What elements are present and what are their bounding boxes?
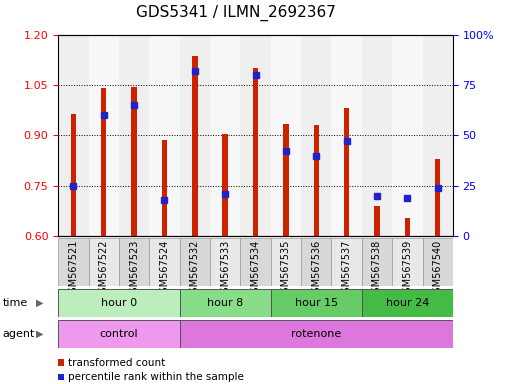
Bar (162, 141, 167, 236)
Text: ▶: ▶ (35, 298, 43, 308)
Bar (361, 35, 391, 236)
Bar (391, 35, 422, 236)
Text: GSM567522: GSM567522 (98, 240, 109, 299)
Bar (252, 68, 258, 236)
Bar (192, 56, 197, 236)
Bar (222, 134, 227, 236)
Bar (422, 238, 452, 286)
Bar (179, 320, 452, 348)
Bar (240, 238, 270, 286)
Bar (300, 238, 331, 286)
Text: GSM567532: GSM567532 (189, 240, 199, 299)
Bar (58, 289, 179, 317)
Text: control: control (99, 329, 138, 339)
Text: ▶: ▶ (35, 329, 43, 339)
Bar (240, 35, 270, 236)
Bar (391, 238, 422, 286)
Bar (313, 125, 318, 236)
Text: GSM567539: GSM567539 (401, 240, 412, 299)
Text: GDS5341 / ILMN_2692367: GDS5341 / ILMN_2692367 (135, 5, 335, 21)
Bar (361, 238, 391, 286)
Text: GSM567524: GSM567524 (159, 240, 169, 299)
Text: GSM567534: GSM567534 (250, 240, 260, 299)
Text: GSM567535: GSM567535 (280, 240, 290, 299)
Text: agent: agent (3, 329, 35, 339)
Bar (58, 35, 88, 236)
Bar (331, 238, 361, 286)
Bar (434, 159, 439, 236)
Bar (119, 35, 149, 236)
Bar (270, 289, 361, 317)
Text: percentile rank within the sample: percentile rank within the sample (68, 372, 244, 382)
Bar (210, 238, 240, 286)
Text: hour 0: hour 0 (100, 298, 137, 308)
Text: time: time (3, 298, 28, 308)
Bar (149, 238, 179, 286)
Text: GSM567523: GSM567523 (129, 240, 139, 299)
Text: hour 8: hour 8 (207, 298, 243, 308)
Bar (374, 206, 379, 236)
Bar (331, 35, 361, 236)
Bar (300, 35, 331, 236)
Text: GSM567533: GSM567533 (220, 240, 230, 299)
Text: rotenone: rotenone (290, 329, 341, 339)
Bar (343, 109, 348, 236)
Bar (270, 35, 300, 236)
Text: GSM567538: GSM567538 (371, 240, 381, 299)
Bar (283, 124, 288, 236)
Bar (149, 35, 179, 236)
Bar (179, 238, 210, 286)
Bar (71, 114, 76, 236)
Bar (179, 35, 210, 236)
Bar (422, 35, 452, 236)
Bar (88, 35, 119, 236)
Text: GSM567521: GSM567521 (68, 240, 78, 299)
Bar (58, 238, 88, 286)
Bar (404, 218, 409, 236)
Bar (58, 320, 179, 348)
Text: GSM567540: GSM567540 (432, 240, 442, 299)
Text: hour 24: hour 24 (385, 298, 428, 308)
Bar (101, 88, 106, 236)
Bar (179, 289, 270, 317)
Bar (88, 238, 119, 286)
Bar (119, 238, 149, 286)
Bar (131, 87, 136, 236)
Text: GSM567537: GSM567537 (341, 240, 351, 299)
Text: transformed count: transformed count (68, 358, 165, 367)
Bar (270, 238, 300, 286)
Text: hour 15: hour 15 (294, 298, 337, 308)
Text: GSM567536: GSM567536 (311, 240, 321, 299)
Bar (361, 289, 452, 317)
Bar (210, 35, 240, 236)
